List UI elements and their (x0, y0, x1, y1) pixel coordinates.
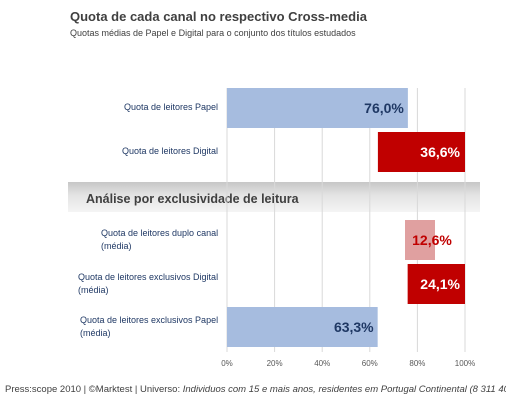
row-label-line: Quota de leitores exclusivos Papel (80, 315, 219, 325)
x-tick-label: 0% (221, 359, 233, 368)
bar-value-label: 12,6% (412, 232, 452, 248)
bar (227, 88, 408, 128)
row-label: Quota de leitores duplo canal (média) (101, 227, 218, 253)
row-label: Quota de leitores Digital (121, 146, 218, 156)
bar-value-label: 76,0% (364, 100, 404, 116)
chart-title: Quota de cada canal no respectivo Cross-… (70, 9, 367, 24)
x-tick-label: 80% (409, 359, 425, 368)
bar-chart: 0% 20% 40% 60% 80% 100% 76,0% 36,6% 12,6% 24,1% 63… (221, 88, 475, 368)
row-label-line: (média) (78, 285, 109, 295)
row-label: Quota de leitores exclusivos Digital (méd… (78, 271, 218, 297)
footer-source: Press:scope 2010 | ©Marktest | Universo: (5, 384, 183, 395)
row-label-line: Quota de leitores exclusivos Digital (78, 272, 219, 282)
footer: Press:scope 2010 | ©Marktest | Universo:… (5, 384, 506, 395)
row-label: Quota de leitores exclusivos Papel (média… (80, 314, 218, 340)
row-label-line: (média) (101, 241, 132, 251)
section-heading: Análise por exclusividade de leitura (86, 192, 299, 206)
bar (405, 220, 435, 260)
footer-universe: Individuos com 15 e mais anos, residente… (182, 384, 506, 395)
row-label-line: Quota de leitores duplo canal (101, 228, 219, 238)
x-tick-label: 100% (455, 359, 475, 368)
chart-subtitle: Quotas médias de Papel e Digital para o … (70, 28, 356, 38)
bar-value-label: 63,3% (334, 319, 374, 335)
bar (377, 132, 465, 172)
bar (407, 264, 465, 304)
row-label-line: (média) (80, 328, 111, 338)
bar-value-label: 36,6% (420, 144, 460, 160)
x-tick-label: 60% (362, 359, 378, 368)
bar-value-label: 24,1% (420, 276, 460, 292)
bar (227, 307, 378, 347)
x-tick-label: 40% (314, 359, 330, 368)
row-label: Quota de leitores Papel (123, 102, 218, 112)
section-band (68, 182, 480, 212)
x-tick-label: 20% (267, 359, 283, 368)
